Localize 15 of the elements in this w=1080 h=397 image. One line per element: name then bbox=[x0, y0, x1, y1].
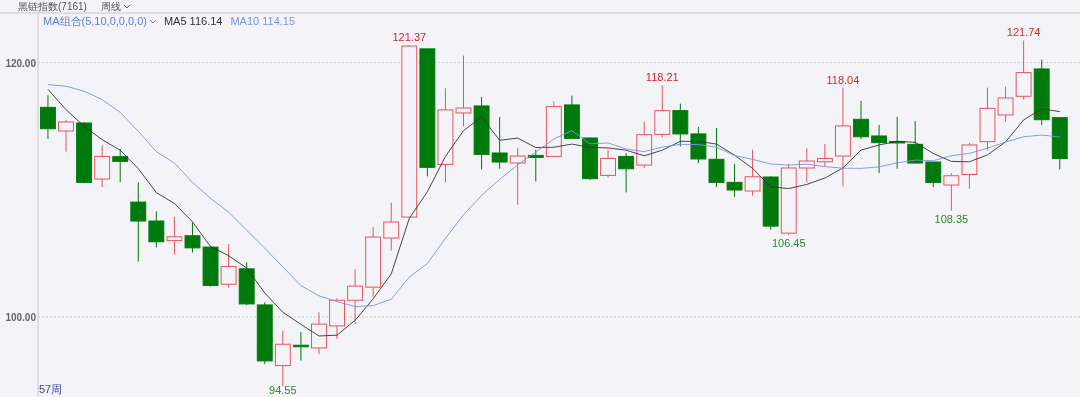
annotation: 118.04 bbox=[826, 73, 860, 86]
y-tick-label: 100.00 bbox=[5, 311, 37, 323]
annotation: MA组合(5,10,0,0,0,0) bbox=[43, 15, 147, 27]
annotation: 121.37 bbox=[392, 31, 427, 44]
annotation: 118.21 bbox=[645, 71, 679, 84]
text: MA5 116.14 bbox=[163, 15, 223, 27]
chart-title: 黑链指数(7161) bbox=[18, 1, 87, 12]
annotation: 57周 bbox=[39, 383, 63, 395]
annotation: 106.45 bbox=[771, 236, 806, 249]
annotation: 108.35 bbox=[934, 212, 969, 225]
annotation: 94.55 bbox=[269, 384, 297, 396]
annotation: 121.74 bbox=[1006, 26, 1041, 39]
chart-subtitle: 周线 bbox=[100, 1, 121, 12]
y-tick-label: 120.00 bbox=[5, 57, 37, 69]
text: MA10 114.15 bbox=[230, 15, 296, 27]
